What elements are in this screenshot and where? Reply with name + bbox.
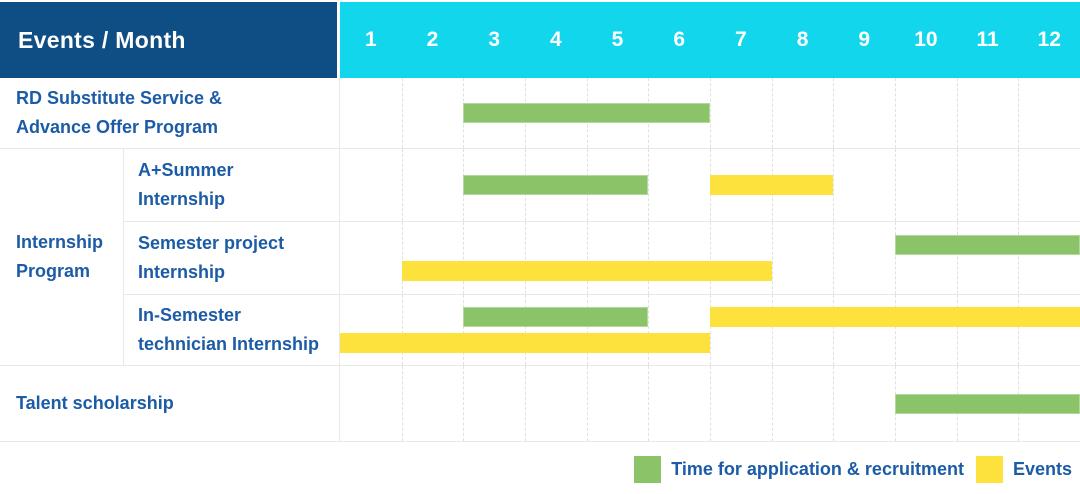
header-title: Events / Month (18, 26, 186, 53)
month-gridline (956, 295, 958, 365)
month-header-8: 8 (796, 28, 809, 51)
month-gridline (771, 78, 773, 148)
header-events-month-cell: Events / Month (0, 2, 340, 78)
month-gridline (648, 222, 650, 294)
month-header-12: 12 (1037, 28, 1061, 51)
event-bar (340, 333, 710, 353)
month-gridline (771, 295, 773, 365)
month-gridline (710, 78, 711, 148)
month-gridline (771, 366, 773, 441)
month-gridline (525, 222, 526, 294)
month-gridline (833, 222, 835, 294)
month-header-2: 2 (426, 28, 439, 51)
application-bar (895, 235, 1080, 255)
chart-row-semester-project (340, 222, 1080, 295)
event-bar (710, 307, 1080, 327)
month-gridline (895, 222, 896, 294)
month-gridline (895, 78, 896, 148)
month-gridline (525, 295, 526, 365)
month-gridline (586, 295, 588, 365)
month-gridline (463, 222, 465, 294)
month-header-9: 9 (858, 28, 871, 51)
month-gridline (463, 366, 465, 441)
month-header-11: 11 (976, 28, 999, 51)
month-gridline (401, 149, 403, 221)
month-header-3: 3 (488, 28, 501, 51)
month-gridline (463, 295, 465, 365)
row-label-semester-project: Semester project Internship (124, 222, 340, 295)
application-swatch-icon (634, 456, 662, 483)
application-bar (463, 103, 710, 123)
group-label-internship-program: Internship Program (0, 149, 124, 366)
legend-item-application: Time for application & recruitment (634, 456, 964, 483)
row-label-talent-scholarship: Talent scholarship (0, 366, 340, 442)
month-gridline (1018, 78, 1020, 148)
chart-row-talent-scholarship (340, 366, 1080, 442)
month-header-7: 7 (735, 28, 747, 51)
month-gridline (833, 78, 835, 148)
month-gridline (586, 222, 588, 294)
month-header-4: 4 (550, 28, 562, 51)
row-label-a-plus-summer: A+Summer Internship (124, 149, 340, 222)
month-gridline (1018, 222, 1020, 294)
group-label-text: Internship Program (16, 232, 104, 281)
month-gridline (833, 149, 835, 221)
application-bar (463, 307, 649, 327)
month-gridline (956, 149, 958, 221)
month-gridline (401, 366, 403, 441)
event-bar (401, 261, 772, 281)
month-gridline (895, 149, 896, 221)
month-strip: 1 2 3 4 5 6 7 8 9 10 11 12 (340, 2, 1080, 78)
table-body: RD Substitute Service & Advance Offer Pr… (0, 78, 1080, 442)
month-gridline (525, 366, 526, 441)
month-gridline (401, 222, 403, 294)
application-bar (895, 393, 1080, 414)
month-gridline (1018, 295, 1020, 365)
row-label-rd-substitute: RD Substitute Service & Advance Offer Pr… (0, 78, 340, 149)
chart-row-in-semester-technician (340, 295, 1080, 366)
table-header: Events / Month 1 2 3 4 5 6 7 8 9 10 11 12 (0, 2, 1080, 78)
month-header-6: 6 (673, 28, 686, 51)
row-label-text: In-Semester technician Internship (138, 305, 320, 354)
month-gridline (648, 295, 650, 365)
month-gridline (833, 366, 835, 441)
legend-label: Events (1012, 459, 1072, 479)
event-swatch-icon (975, 456, 1003, 483)
month-gridline (895, 295, 896, 365)
month-gridline (648, 366, 650, 441)
month-gridline (401, 78, 403, 148)
month-header-5: 5 (611, 28, 624, 51)
legend-item-event: Events (975, 456, 1072, 483)
row-label-text: Talent scholarship (16, 393, 174, 413)
application-bar (463, 175, 649, 195)
month-gridline (771, 222, 773, 294)
month-gridline (1018, 149, 1020, 221)
month-gridline (586, 366, 588, 441)
month-gridline (710, 222, 711, 294)
month-gridline (956, 78, 958, 148)
month-header-10: 10 (914, 28, 938, 51)
legend-label: Time for application & recruitment (671, 459, 964, 479)
month-gridline (710, 366, 711, 441)
legend: Time for application & recruitment Events (0, 456, 1080, 483)
chart-row-a-plus-summer (340, 149, 1080, 222)
month-header-1: 1 (364, 28, 377, 51)
month-gridline (401, 295, 403, 365)
row-label-text: RD Substitute Service & Advance Offer Pr… (16, 88, 223, 137)
chart-row-rd-substitute (340, 78, 1080, 149)
month-gridline (710, 295, 711, 365)
row-label-text: A+Summer Internship (138, 160, 234, 209)
month-gridline (956, 222, 958, 294)
month-gridline (648, 149, 650, 221)
row-label-text: Semester project Internship (138, 233, 285, 282)
month-gridline (833, 295, 835, 365)
row-label-in-semester-technician: In-Semester technician Internship (124, 295, 340, 366)
event-bar (710, 175, 834, 195)
